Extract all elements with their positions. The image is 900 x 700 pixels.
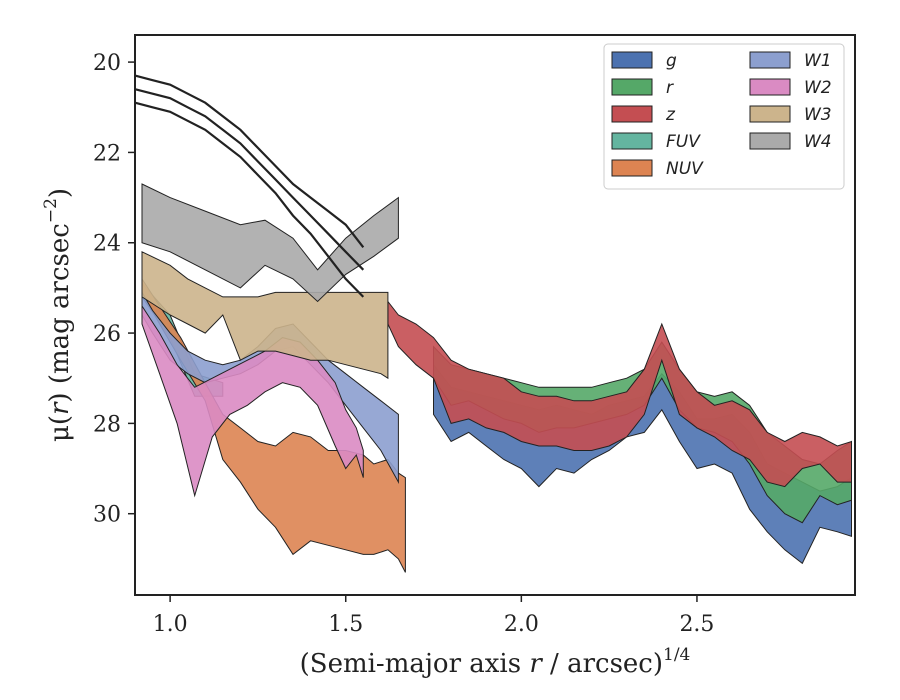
x-axis-title-pre: (Semi-major axis xyxy=(300,649,530,679)
band-w3-0 xyxy=(141,251,389,380)
legend-label-r: r xyxy=(666,78,674,98)
y-tick-label: 26 xyxy=(93,322,121,347)
y-axis-title-var: r xyxy=(45,401,75,415)
band-w4-0 xyxy=(141,183,399,303)
legend-label-w3: W3 xyxy=(804,105,832,125)
x-tick-label: 2.0 xyxy=(504,612,539,637)
band-z-0 xyxy=(387,300,852,488)
legend-swatch-fuv xyxy=(611,132,653,150)
legend-label-z: z xyxy=(665,105,676,125)
legend-label-g: g xyxy=(666,51,677,71)
x-tick-label: 2.5 xyxy=(679,612,714,637)
profile-curve-1 xyxy=(134,88,365,271)
legend-label-w4: W4 xyxy=(804,132,832,152)
plot-frame xyxy=(134,34,856,596)
y-axis-title-mu: μ( xyxy=(45,415,75,442)
legend-swatch-w4 xyxy=(749,132,791,150)
x-axis-title-sup: 1/4 xyxy=(663,645,690,665)
y-axis-ticks: 20 22 24 26 28 30 xyxy=(93,51,135,528)
legend-swatch-nuv xyxy=(611,159,653,177)
y-axis-title-mid: ) (mag arcsec xyxy=(45,223,75,402)
legend-swatch-w2 xyxy=(749,78,791,96)
y-tick-label: 20 xyxy=(93,51,121,76)
profile-curves xyxy=(134,74,365,298)
series-bands xyxy=(141,183,852,573)
profile-curve-2 xyxy=(134,101,365,298)
legend-label-w2: W2 xyxy=(804,78,832,98)
y-tick-label: 24 xyxy=(93,232,121,257)
x-axis-title-var: r xyxy=(529,649,543,679)
legend: grz FUV NUV W1 W2 W3 W4 xyxy=(603,43,845,190)
x-axis-title: (Semi-major axis r / arcsec)1/4 xyxy=(300,645,691,679)
legend-label-w1: W1 xyxy=(804,51,832,71)
legend-swatch-w1 xyxy=(749,51,791,69)
y-tick-label: 30 xyxy=(93,503,121,528)
band-nuv-0 xyxy=(141,277,406,573)
x-axis-ticks: 1.0 1.5 2.0 2.5 xyxy=(153,595,714,637)
x-tick-label: 1.5 xyxy=(328,612,363,637)
y-axis-title: μ(r) (mag arcsec−2) xyxy=(41,188,75,442)
y-tick-label: 28 xyxy=(93,412,121,437)
legend-swatch-g xyxy=(611,51,653,69)
legend-label-nuv: NUV xyxy=(666,159,704,179)
x-axis-title-post: / arcsec) xyxy=(542,649,663,679)
y-axis-title-sup: −2 xyxy=(41,198,61,223)
legend-label-fuv: FUV xyxy=(666,132,701,152)
profile-curve-0 xyxy=(134,74,365,248)
y-tick-label: 22 xyxy=(93,141,121,166)
legend-swatch-w3 xyxy=(749,105,791,123)
legend-swatch-r xyxy=(611,78,653,96)
x-tick-label: 1.0 xyxy=(153,612,188,637)
legend-swatch-z xyxy=(611,105,653,123)
y-axis-title-end: ) xyxy=(45,188,75,198)
